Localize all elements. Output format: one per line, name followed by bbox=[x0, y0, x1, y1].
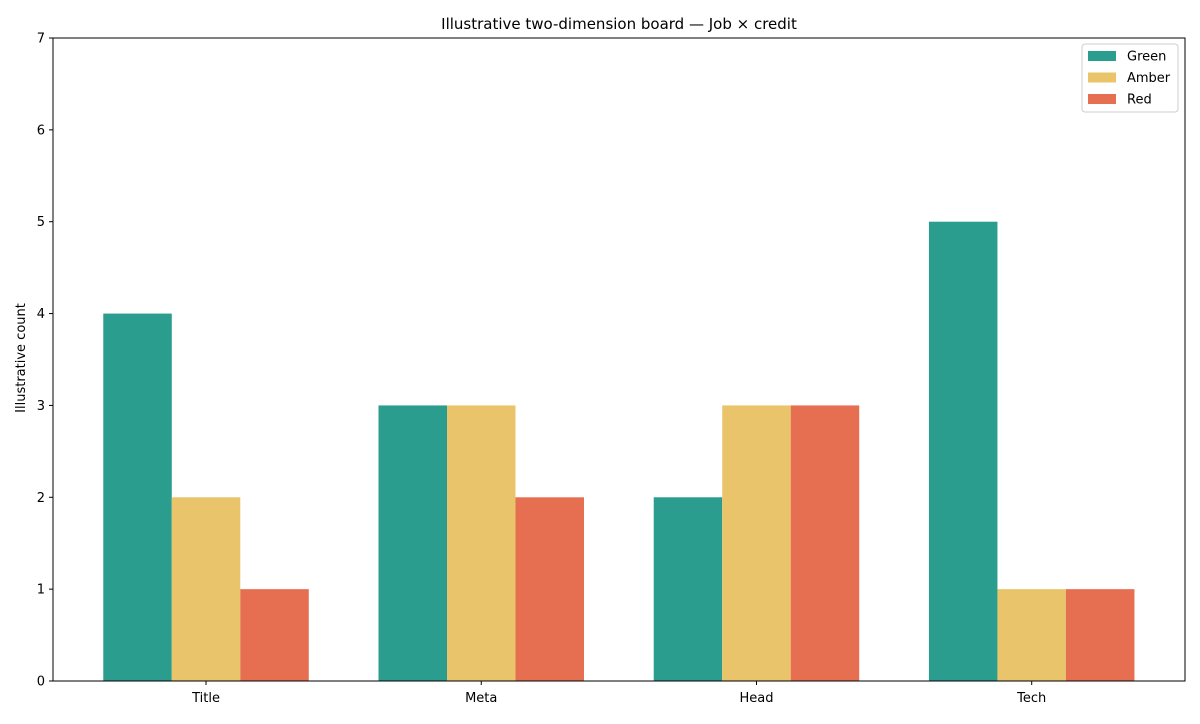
y-tick-label: 3 bbox=[37, 399, 45, 414]
y-tick-label: 4 bbox=[37, 307, 45, 322]
y-tick-label: 6 bbox=[37, 123, 45, 138]
x-tick-label: Tech bbox=[1016, 691, 1046, 706]
x-tick-label: Head bbox=[739, 691, 773, 706]
y-tick-label: 0 bbox=[37, 675, 45, 690]
bar-green-title bbox=[103, 313, 172, 681]
legend: Green Amber Red bbox=[1081, 43, 1179, 113]
axes-layer: 0 1 2 3 4 5 6 7 Title Meta Head Tech bbox=[37, 32, 1186, 706]
bar-amber-meta bbox=[447, 405, 516, 681]
chart-title: Illustrative two-dimension board — Job ×… bbox=[441, 15, 797, 33]
legend-label-green: Green bbox=[1127, 50, 1166, 65]
y-axis-label: Illustrative count bbox=[14, 303, 29, 413]
plot-frame bbox=[52, 37, 1186, 682]
legend-swatch-green bbox=[1088, 51, 1116, 61]
bar-red-tech bbox=[1065, 589, 1135, 681]
legend-label-amber: Amber bbox=[1127, 71, 1171, 86]
bar-red-meta bbox=[515, 497, 584, 681]
y-tick-label: 2 bbox=[37, 491, 45, 506]
bar-amber-head bbox=[722, 405, 791, 681]
bar-red-head bbox=[790, 405, 860, 681]
bar-green-tech bbox=[928, 221, 998, 681]
bar-green-head bbox=[653, 497, 723, 681]
legend-swatch-red bbox=[1088, 94, 1116, 104]
bar-amber-title bbox=[171, 497, 241, 681]
x-tick-label: Title bbox=[191, 691, 220, 706]
x-tick-label: Meta bbox=[465, 691, 497, 706]
bars-layer bbox=[103, 221, 1135, 681]
legend-swatch-amber bbox=[1088, 72, 1116, 83]
bar-green-meta bbox=[378, 405, 447, 681]
y-tick-label: 1 bbox=[37, 583, 45, 598]
bar-amber-tech bbox=[997, 589, 1066, 681]
legend-label-red: Red bbox=[1127, 93, 1152, 108]
y-tick-label: 5 bbox=[37, 215, 45, 230]
y-tick-label: 7 bbox=[37, 32, 45, 47]
bar-red-title bbox=[240, 589, 309, 681]
